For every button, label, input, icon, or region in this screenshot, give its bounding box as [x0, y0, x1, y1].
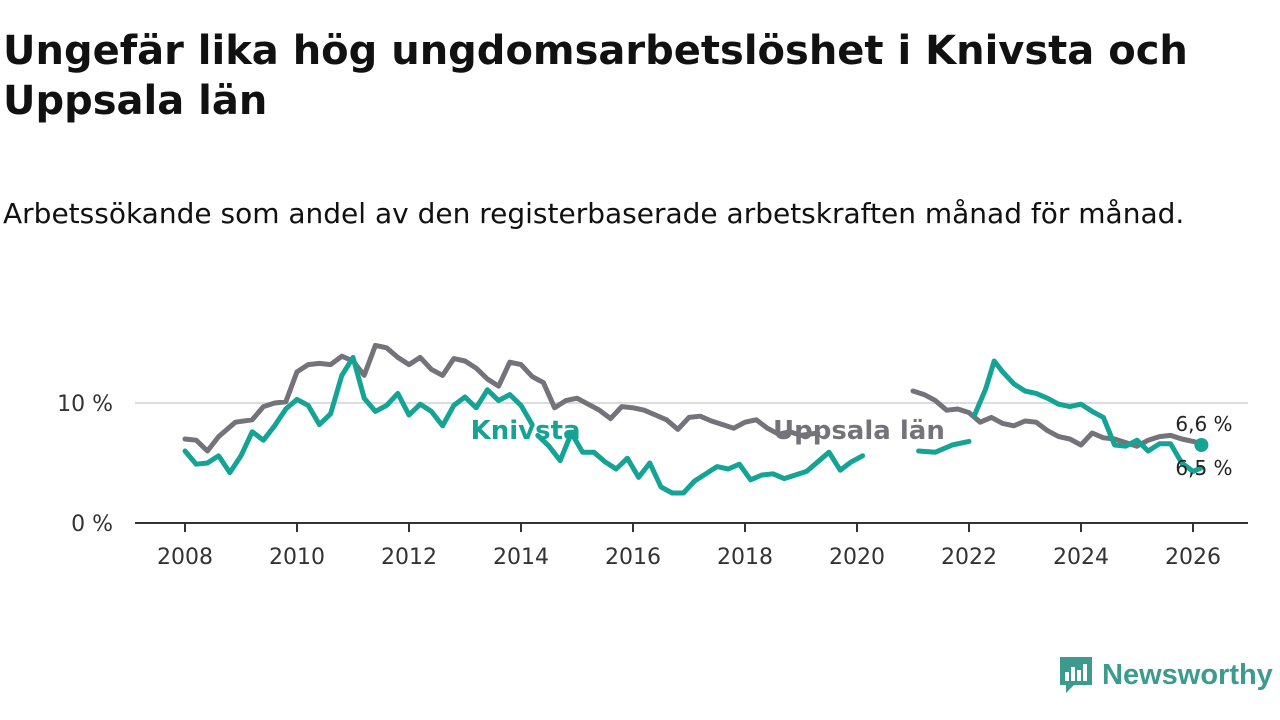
line-chart: 0 % 10 % 2008 2010 2012 2014 2016 2018 2020 2022 2…	[57, 342, 1248, 570]
x-tick-label: 2020	[829, 545, 885, 570]
y-tick-label: 10 %	[57, 392, 113, 417]
x-tick-label: 2008	[157, 545, 213, 570]
knivsta-end-marker	[1194, 438, 1209, 452]
knivsta-end-label: 6,5 %	[1175, 456, 1232, 480]
series-line-knivsta	[916, 438, 972, 455]
knivsta-series-label: Knivsta	[471, 416, 581, 446]
series-line-knivsta	[182, 354, 535, 476]
chart-subtitle: Arbetssökande som andel av den registerb…	[3, 197, 1185, 230]
x-tick-label: 2022	[941, 545, 997, 570]
brand-name: Newsworthy	[1102, 658, 1273, 691]
uppsala-end-label: 6,6 %	[1175, 412, 1232, 436]
x-tick-label: 2018	[717, 545, 773, 570]
x-tick-label: 2014	[493, 545, 549, 570]
x-tick-label: 2010	[269, 545, 325, 570]
newsworthy-logo-icon	[1060, 657, 1092, 693]
series-line-knivsta	[535, 430, 866, 496]
x-tick-label: 2024	[1053, 545, 1109, 570]
series-line-uppsala-l-n	[910, 388, 1204, 449]
x-tick-label: 2016	[605, 545, 661, 570]
series-line-uppsala-l-n	[182, 342, 821, 454]
brand-logo: Newsworthy	[1058, 655, 1273, 695]
y-tick-label: 0 %	[71, 512, 113, 537]
x-tick-label: 2012	[381, 545, 437, 570]
chart-title: Ungefär lika hög ungdomsarbetslöshet i K…	[3, 28, 1188, 124]
x-tick-label: 2026	[1165, 545, 1221, 570]
uppsala-series-label: Uppsala län	[773, 416, 945, 446]
series-line-knivsta	[972, 358, 1204, 474]
